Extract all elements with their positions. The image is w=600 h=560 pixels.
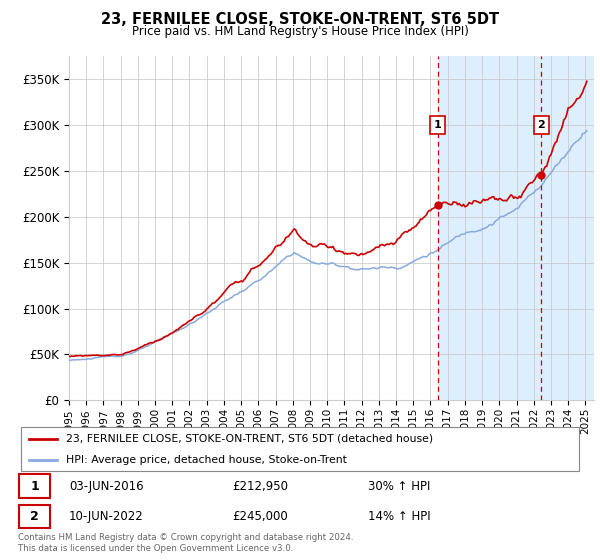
Text: £245,000: £245,000 [232, 510, 288, 523]
Text: 23, FERNILEE CLOSE, STOKE-ON-TRENT, ST6 5DT (detached house): 23, FERNILEE CLOSE, STOKE-ON-TRENT, ST6 … [66, 434, 433, 444]
Text: 30% ↑ HPI: 30% ↑ HPI [368, 479, 430, 493]
FancyBboxPatch shape [19, 505, 50, 528]
Text: 23, FERNILEE CLOSE, STOKE-ON-TRENT, ST6 5DT: 23, FERNILEE CLOSE, STOKE-ON-TRENT, ST6 … [101, 12, 499, 27]
Bar [438, 56, 600, 400]
Text: £212,950: £212,950 [232, 479, 289, 493]
FancyBboxPatch shape [19, 474, 50, 498]
Text: 10-JUN-2022: 10-JUN-2022 [69, 510, 143, 523]
Text: 1: 1 [30, 479, 39, 493]
FancyBboxPatch shape [21, 427, 579, 471]
Text: 14% ↑ HPI: 14% ↑ HPI [368, 510, 430, 523]
Text: 1: 1 [434, 120, 442, 130]
Text: 2: 2 [538, 120, 545, 130]
Text: Price paid vs. HM Land Registry's House Price Index (HPI): Price paid vs. HM Land Registry's House … [131, 25, 469, 38]
Text: 03-JUN-2016: 03-JUN-2016 [69, 479, 143, 493]
Text: HPI: Average price, detached house, Stoke-on-Trent: HPI: Average price, detached house, Stok… [66, 455, 347, 465]
Text: 2: 2 [30, 510, 39, 523]
Text: Contains HM Land Registry data © Crown copyright and database right 2024.
This d: Contains HM Land Registry data © Crown c… [18, 533, 353, 553]
